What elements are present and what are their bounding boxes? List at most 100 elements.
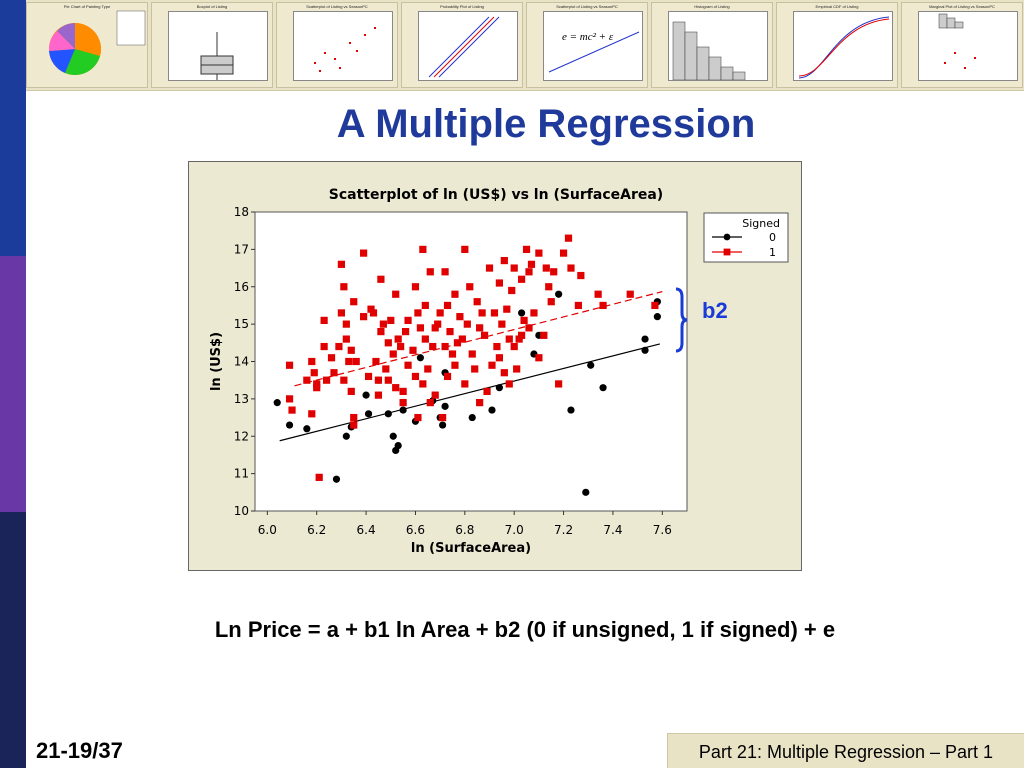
data-point-series-1 xyxy=(369,309,378,317)
data-point-series-1 xyxy=(451,290,459,298)
data-point-series-0 xyxy=(285,421,294,429)
data-point-series-1 xyxy=(303,376,311,384)
data-point-series-1 xyxy=(471,365,479,373)
data-point-series-1 xyxy=(594,290,602,298)
data-point-series-1 xyxy=(384,376,392,384)
data-point-series-1 xyxy=(330,369,338,377)
data-point-series-1 xyxy=(577,271,585,280)
data-point-series-1 xyxy=(599,301,607,310)
boxplot-thumbnail-plot xyxy=(168,11,268,81)
data-point-series-1 xyxy=(626,290,634,298)
data-point-series-1 xyxy=(421,301,429,310)
data-point-series-1 xyxy=(493,342,501,351)
data-point-series-1 xyxy=(419,380,427,388)
data-point-series-1 xyxy=(392,290,400,298)
data-point-series-1 xyxy=(308,410,316,418)
svg-text:e = mc² + ε: e = mc² + ε xyxy=(562,31,614,43)
data-point-series-1 xyxy=(446,328,454,336)
data-point-series-1 xyxy=(397,342,405,351)
data-point-series-0 xyxy=(362,391,370,399)
data-point-series-1 xyxy=(520,316,528,324)
data-point-series-0 xyxy=(555,290,563,298)
data-point-series-1 xyxy=(443,372,452,381)
data-point-series-1 xyxy=(374,391,383,399)
data-point-series-1 xyxy=(651,301,659,310)
thumbnail-scatterplot: Scatterplot of Listing vs SeasonPC xyxy=(276,2,398,88)
data-point-series-1 xyxy=(453,339,462,347)
x-tick-label: 7.4 xyxy=(603,523,622,537)
data-point-series-1 xyxy=(404,361,412,369)
data-point-series-1 xyxy=(518,331,526,339)
data-point-series-1 xyxy=(347,387,355,395)
data-point-series-1 xyxy=(360,313,368,321)
data-point-series-1 xyxy=(399,387,407,395)
thumbnail-emc-scatter: Scatterplot of Listing vs SeasonPC e = m… xyxy=(526,2,648,88)
legend-label-series-0: 0 xyxy=(769,231,776,244)
data-point-series-1 xyxy=(414,413,422,422)
thumbnail-boxplot: Boxplot of Listing xyxy=(151,2,273,88)
data-point-series-1 xyxy=(473,298,481,306)
scatterplot-panel: Scatterplot of ln (US$) vs ln (SurfaceAr… xyxy=(188,161,802,571)
thumbnail-title: Pie Chart of Painting Type xyxy=(63,4,111,9)
x-axis-label: ln (SurfaceArea) xyxy=(411,541,531,556)
plot-area xyxy=(254,211,688,512)
data-point-series-0 xyxy=(653,313,661,321)
data-point-series-1 xyxy=(377,328,385,336)
data-point-series-1 xyxy=(476,399,484,407)
histogram-thumbnail-plot xyxy=(668,11,768,81)
data-point-series-0 xyxy=(439,421,447,429)
data-point-series-1 xyxy=(360,249,368,257)
thumbnail-empirical-cdf: Empirical CDF of Listing xyxy=(776,2,898,88)
y-tick-label: 11 xyxy=(234,467,249,481)
data-point-series-1 xyxy=(416,324,424,332)
data-point-series-1 xyxy=(313,380,321,388)
data-point-series-1 xyxy=(320,342,328,351)
data-point-series-1 xyxy=(414,309,422,317)
data-point-series-1 xyxy=(384,339,392,347)
data-point-series-1 xyxy=(337,309,345,317)
data-point-series-0 xyxy=(468,413,476,422)
data-point-series-1 xyxy=(308,357,316,366)
data-point-series-1 xyxy=(458,335,466,343)
data-point-series-0 xyxy=(567,406,575,414)
data-point-series-1 xyxy=(495,279,503,287)
data-point-series-1 xyxy=(394,335,402,343)
data-point-series-1 xyxy=(320,316,328,324)
data-point-series-1 xyxy=(503,305,511,313)
y-axis-label: ln (US$) xyxy=(209,332,224,391)
data-point-series-0 xyxy=(641,346,649,354)
data-point-series-1 xyxy=(490,309,499,317)
sidebar-band-purple xyxy=(0,256,26,512)
data-point-series-1 xyxy=(340,283,348,291)
x-tick-label: 6.6 xyxy=(406,523,425,537)
data-point-series-0 xyxy=(394,441,402,450)
data-point-series-0 xyxy=(303,425,311,433)
footer-label: Part 21: Multiple Regression – Part 1 xyxy=(667,733,1024,768)
data-point-series-1 xyxy=(389,350,397,358)
data-point-series-0 xyxy=(384,410,392,418)
thumbnail-title: Scatterplot of Listing vs SeasonPC xyxy=(306,4,368,9)
data-point-series-1 xyxy=(340,376,348,384)
data-point-series-1 xyxy=(377,275,385,283)
sidebar-band-navy xyxy=(0,512,26,768)
y-tick-label: 16 xyxy=(234,280,249,294)
data-point-series-1 xyxy=(431,324,439,332)
data-point-series-1 xyxy=(478,309,486,317)
regression-equation: Ln Price = a + b1 ln Area + b2 (0 if uns… xyxy=(214,617,836,642)
probability-thumbnail-plot xyxy=(418,11,518,81)
data-point-series-1 xyxy=(327,354,336,362)
data-point-series-1 xyxy=(545,283,553,291)
data-point-series-1 xyxy=(518,275,526,283)
data-point-series-1 xyxy=(411,372,420,381)
data-point-series-1 xyxy=(424,365,432,373)
data-point-series-1 xyxy=(525,268,533,276)
data-point-series-1 xyxy=(480,331,489,339)
data-point-series-0 xyxy=(582,488,590,496)
x-tick-label: 6.0 xyxy=(258,523,277,537)
slide-number: 21-19/37 xyxy=(36,738,123,763)
data-point-series-1 xyxy=(367,305,375,313)
b2-annotation: b2 xyxy=(702,298,728,323)
data-point-series-1 xyxy=(387,316,395,324)
data-point-series-1 xyxy=(443,301,452,310)
data-point-series-1 xyxy=(461,380,469,388)
